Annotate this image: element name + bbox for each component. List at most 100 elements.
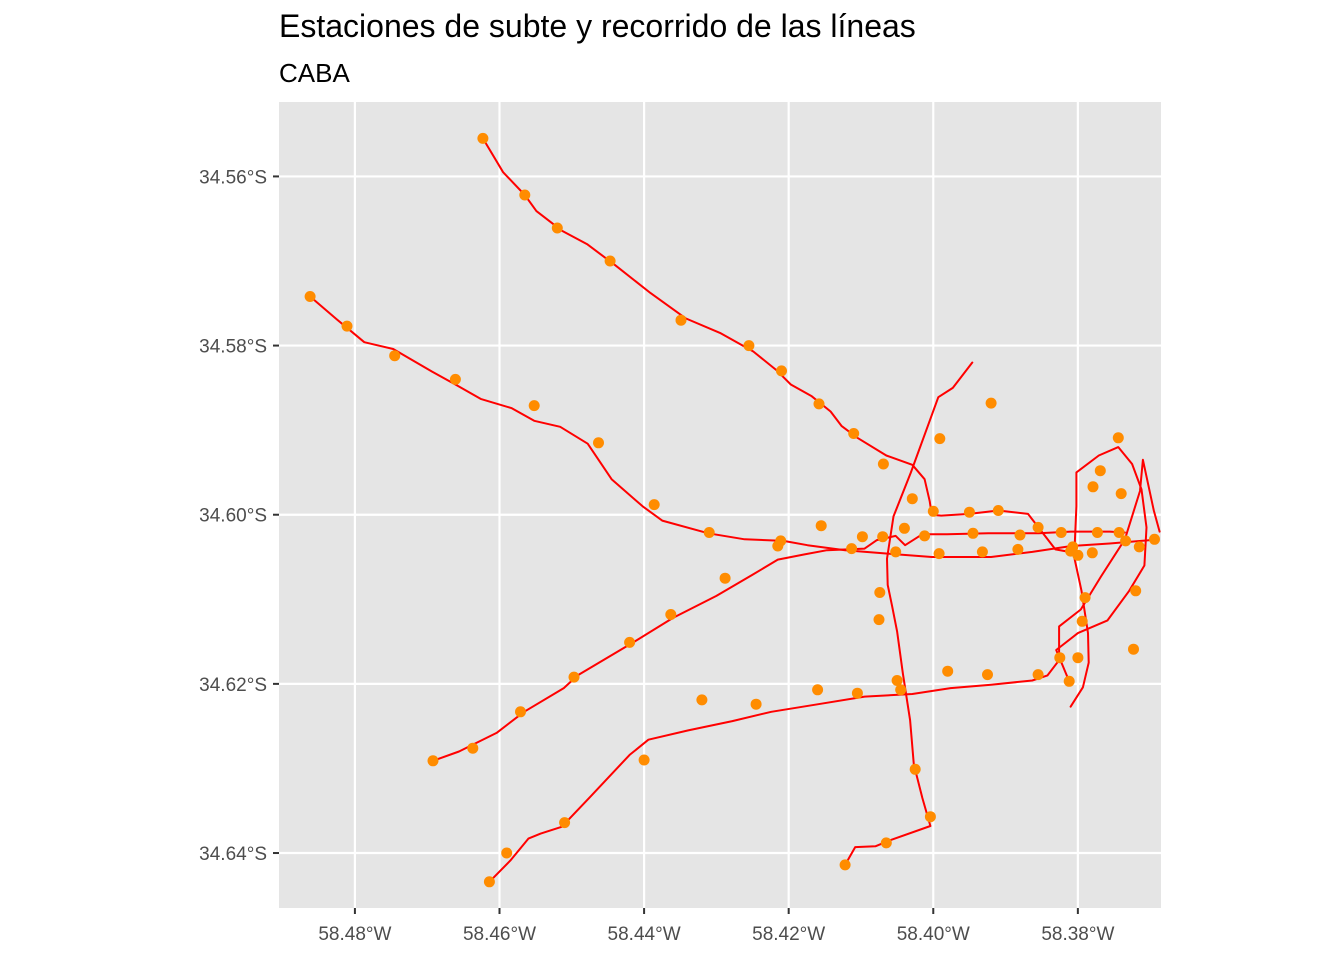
route-line [309,295,1152,558]
station-point [1063,675,1075,687]
station-point [703,527,715,538]
station-point [427,755,439,767]
station-point [528,400,540,412]
station-point [675,314,687,326]
station-point [848,428,860,439]
station-point [839,859,851,871]
axes: 58.48°W 58.46°W 58.44°W 58.42°W 58.40°W 58.38… [199,167,1114,945]
station-point [719,572,731,584]
x-tick-label: 58.42°W [752,924,825,945]
station-point [1014,529,1026,541]
station-point [772,540,784,552]
station-point [501,847,513,859]
chart-subtitle: CABA [279,58,350,88]
station-point [1055,527,1067,538]
station-point [559,817,571,829]
station-point [750,698,762,710]
station-point [1113,527,1125,538]
station-point [1128,643,1139,655]
station-point [891,675,903,686]
station-point [1032,521,1044,533]
station-point [992,505,1004,516]
station-point [874,587,886,598]
station-point [1054,652,1066,664]
x-tick-label: 58.40°W [897,924,970,945]
station-point [483,876,495,888]
station-point [813,398,825,410]
station-point [963,506,975,518]
station-point [906,493,918,505]
y-tick-label: 34.64°S [199,844,267,865]
station-point [985,397,997,409]
station-point [515,706,526,718]
y-tick-label: 34.56°S [199,167,267,188]
station-point [519,189,531,201]
station-point [976,546,988,558]
station-point [341,320,353,332]
station-point [1091,527,1103,538]
station-point [648,499,660,511]
route-line [432,530,1126,762]
station-point [389,350,401,362]
station-point [873,614,885,626]
station-point [1120,535,1132,547]
station-point [927,505,939,517]
station-point [1112,432,1124,444]
station-point [1076,615,1088,627]
station-point [624,636,636,648]
station-point [1149,533,1160,545]
station-point [776,365,787,377]
route-line [1055,446,1148,708]
station-point [890,546,902,558]
station-point [1133,541,1145,553]
station-point [942,665,954,677]
station-point [568,671,580,683]
station-point [880,837,892,849]
station-point [1072,652,1084,664]
x-tick-label: 58.44°W [608,924,681,945]
station-point [967,527,979,539]
station-point [846,543,858,555]
station-point [1079,592,1091,604]
station-point [304,291,316,302]
y-tick-label: 34.60°S [199,506,267,527]
station-point [815,520,827,532]
station-point [982,669,993,681]
station-point [812,684,824,696]
station-point [877,458,889,470]
route-line [488,458,1161,883]
station-point [743,340,755,352]
station-point [919,530,931,542]
station-point [924,811,936,823]
station-point [1094,465,1106,477]
station-point [449,373,461,385]
station-point [604,255,616,267]
station-point [1115,488,1127,500]
station-point [1065,545,1077,557]
plot-panel [279,102,1161,908]
station-point [856,531,868,543]
station-point [1087,481,1099,493]
chart-title: Estaciones de subte y recorrido de las l… [279,8,916,44]
x-tick-label: 58.48°W [318,924,391,945]
station-point [696,694,708,706]
station-point [1032,669,1044,681]
station-point [551,222,563,234]
station-point [895,684,907,696]
station-point [467,742,479,754]
station-point [1086,547,1098,559]
gridlines [279,102,1161,908]
station-points [304,132,1160,888]
station-point [851,687,863,699]
station-point [898,522,910,534]
station-point [934,433,946,445]
station-point [593,437,604,449]
station-point [477,132,489,144]
station-point [1130,585,1142,597]
station-point [638,754,650,766]
station-point [933,548,945,560]
y-tick-label: 34.58°S [199,337,267,358]
station-point [665,609,677,620]
x-tick-label: 58.38°W [1041,924,1114,945]
